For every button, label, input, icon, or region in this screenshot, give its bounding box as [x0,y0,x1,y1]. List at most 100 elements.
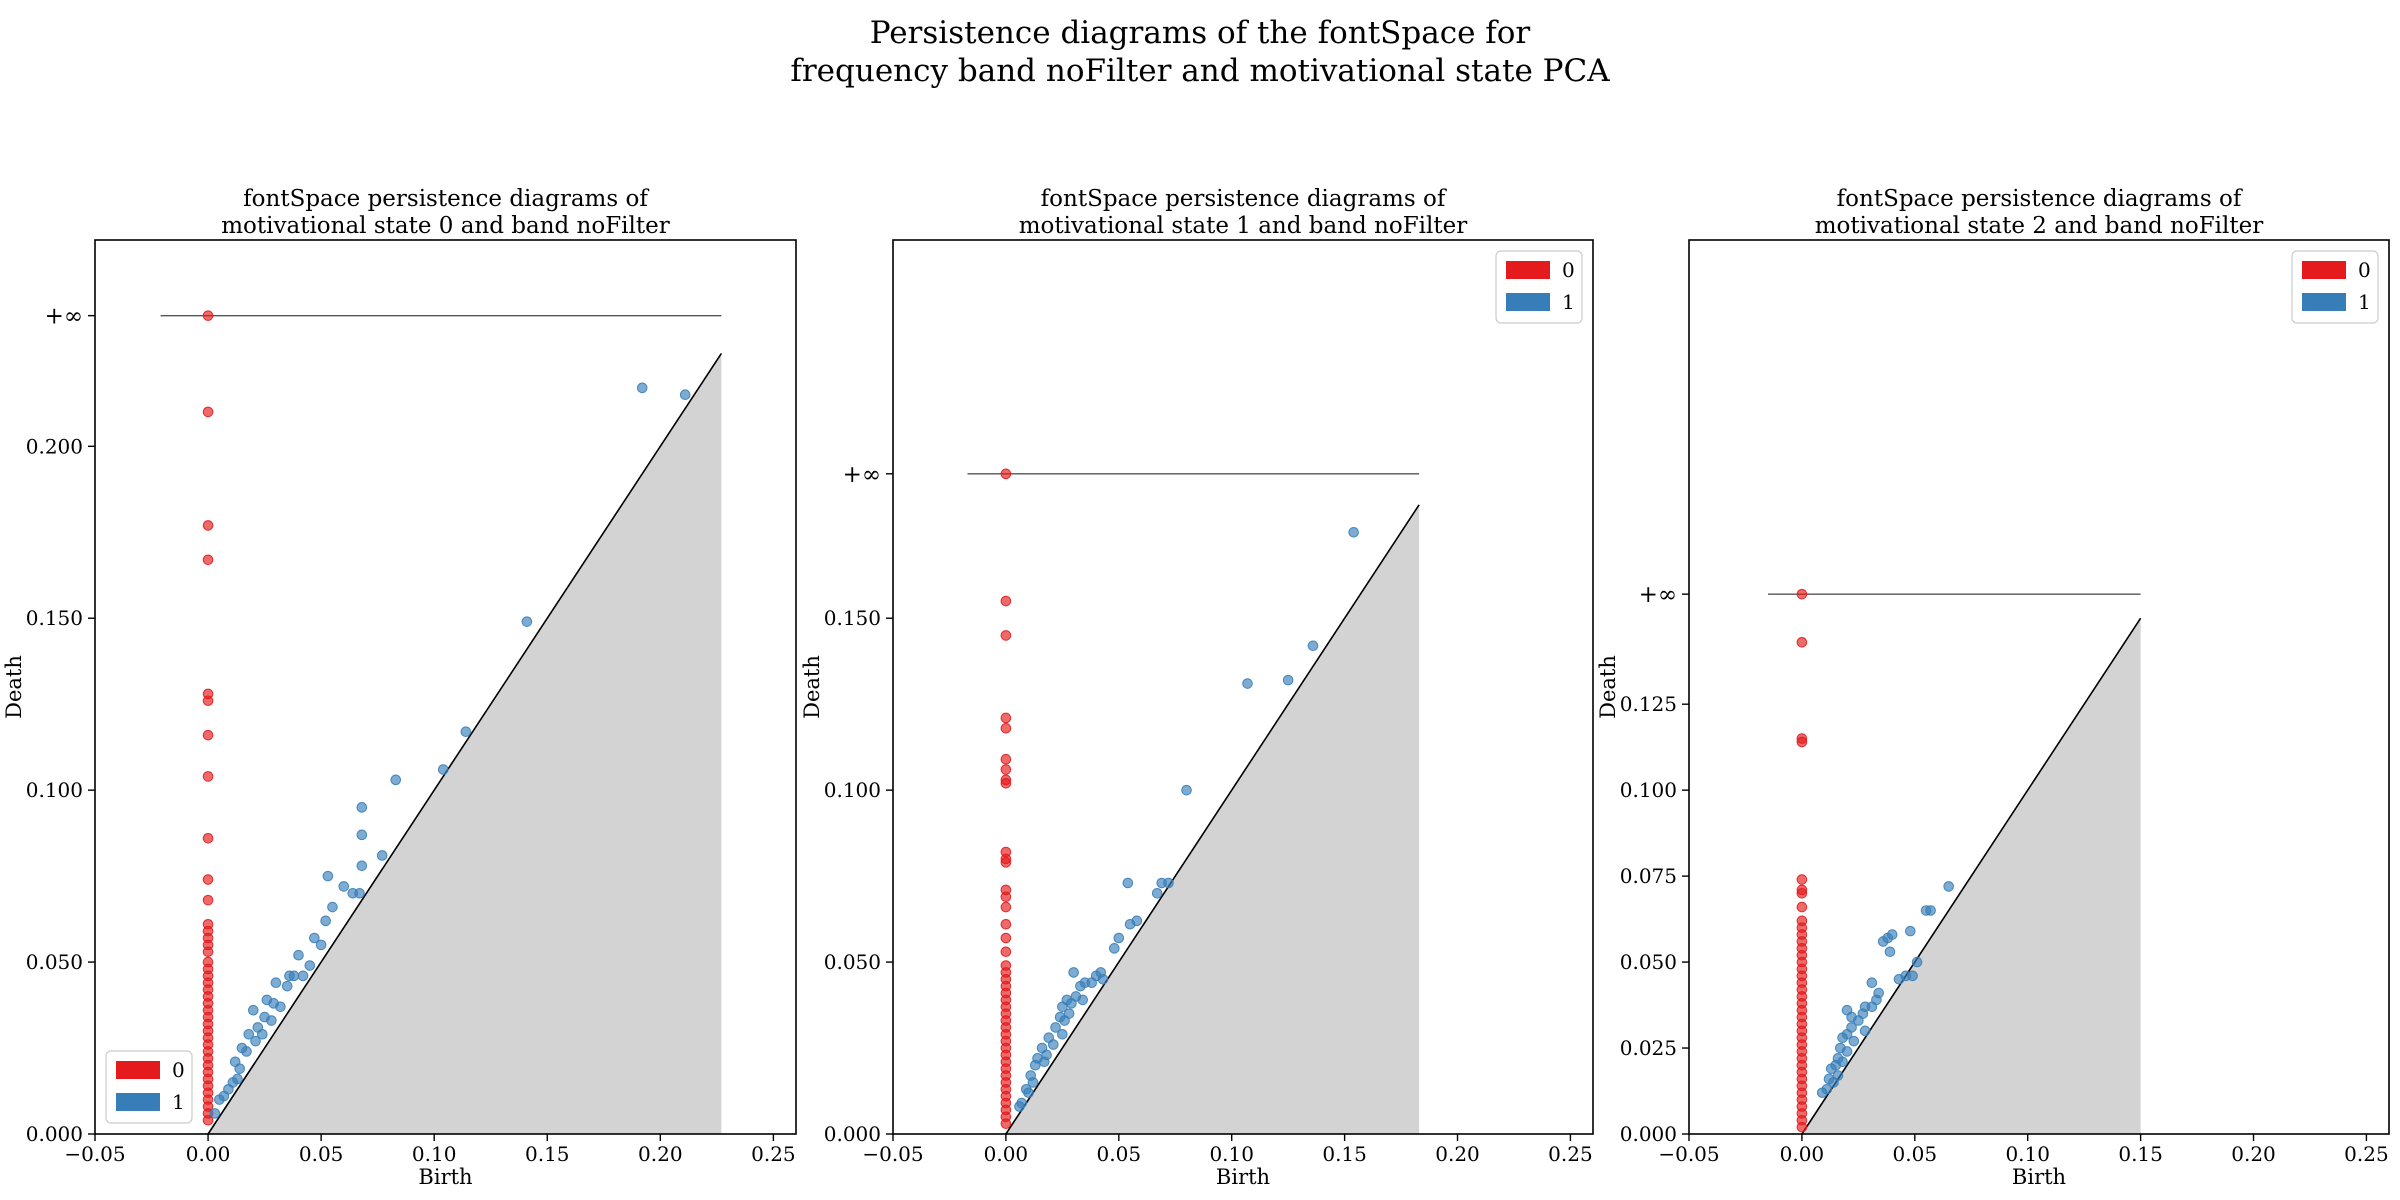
data-point [356,860,368,872]
data-point [202,894,214,906]
y-tick-label: 0.000 [26,1122,83,1146]
data-point [521,616,533,627]
legend: 01 [1495,250,1583,324]
data-point [1000,468,1012,480]
data-point [315,939,327,951]
data-point [1000,918,1012,930]
x-tick-label: 0.15 [525,1142,570,1166]
y-tick-label: 0.000 [1620,1122,1677,1146]
data-point [202,1114,214,1126]
legend-swatch [116,1093,160,1111]
data-point [202,520,214,531]
series-0 [1000,468,1012,1129]
data-point [202,832,214,844]
data-point [1796,637,1808,648]
x-tick-label: 0.00 [1780,1142,1825,1166]
data-point [1000,857,1012,868]
data-point [241,1046,252,1057]
data-point [1825,1063,1837,1074]
series-1 [209,382,691,1119]
data-point [1000,764,1012,775]
data-point [1000,777,1012,789]
y-axis-label: Death [1596,655,1620,719]
data-point [1837,1032,1848,1044]
data-point [1000,712,1012,724]
data-point [1925,905,1936,916]
data-point [1282,674,1294,686]
y-axis-label: Death [2,655,26,719]
data-point [270,977,282,989]
x-tick-label: 0.25 [751,1142,796,1166]
figure-suptitle: Persistence diagrams of the fontSpace fo… [0,14,2400,90]
data-point [1859,1025,1871,1037]
data-point [1796,874,1808,885]
data-point [1000,1118,1012,1129]
data-point [275,1001,286,1013]
data-point [1884,946,1896,958]
data-point [1828,1077,1839,1088]
suptitle-line-2: frequency band noFilter and motivational… [790,53,1610,89]
data-point [202,695,214,707]
x-tick-label: 0.20 [638,1142,683,1166]
data-point [1086,977,1098,989]
x-axis-label: Birth [2012,1165,2066,1189]
x-tick-label: 0.10 [2005,1142,2050,1166]
y-tick-label: 0.125 [1620,692,1677,716]
data-point [1057,1001,1068,1013]
data-point [1122,877,1134,889]
axes-frame [94,239,797,1135]
data-point [1348,526,1359,538]
legend: 01 [2291,250,2379,324]
x-tick-label: −0.05 [1658,1142,1719,1166]
data-point [1866,1001,1878,1013]
data-point [1124,918,1136,930]
legend-label: 1 [1562,290,1575,314]
data-point [1841,1046,1853,1057]
diagonal-line [1005,504,1420,1135]
y-axis-label: Death [800,655,824,719]
panel-title-line: motivational state 1 and band noFilter [1019,213,1468,239]
panel-2: −0.05 0.00 0.05 0.10 0.15 0.20 0.25 0.000 0.025 0… [1596,186,2390,1189]
x-tick-label: 0.15 [2118,1142,2163,1166]
data-point [1050,1022,1061,1033]
data-point [1075,980,1086,992]
data-point [1796,736,1808,748]
data-point [1000,595,1012,607]
panel-title-line: fontSpace persistence diagrams of [1837,186,2243,212]
legend-label: 0 [2358,258,2371,282]
data-point [1038,1056,1050,1068]
data-point [1907,970,1918,982]
data-point [327,901,338,913]
x-tick-label: 0.10 [1209,1142,1254,1166]
x-tick-label: 0.05 [299,1142,344,1166]
data-point [209,1108,221,1119]
x-tick-label: 0.15 [1322,1142,1367,1166]
data-point [1816,1087,1828,1099]
data-point [1097,973,1109,985]
legend: 01 [105,1050,193,1124]
panel-title-line: motivational state 2 and band noFilter [1815,213,2264,239]
data-point [247,1004,259,1016]
series-0 [1796,588,1808,1133]
data-point [1000,630,1012,641]
legend-swatch [116,1061,160,1079]
data-point [1796,901,1808,913]
panel-1: −0.05 0.00 0.05 0.10 0.15 0.20 0.25 0.000 0.050 0… [800,186,1594,1189]
data-point [234,1063,246,1074]
infinity-tick-label: +∞ [1639,582,1677,608]
y-tick-label: 0.150 [26,606,83,630]
data-point [1108,943,1120,954]
data-point [1848,1035,1860,1047]
data-point [1893,973,1905,985]
legend-label: 0 [172,1058,185,1082]
data-point [322,870,334,882]
data-point [1000,722,1012,734]
infinity-tick-label: +∞ [45,304,83,330]
data-point [257,1028,268,1040]
data-point [356,802,368,813]
legend-swatch [1506,293,1550,311]
y-tick-label: 0.150 [824,606,881,630]
data-point [1866,977,1878,989]
data-point [338,881,350,892]
y-tick-label: 0.050 [824,950,881,974]
